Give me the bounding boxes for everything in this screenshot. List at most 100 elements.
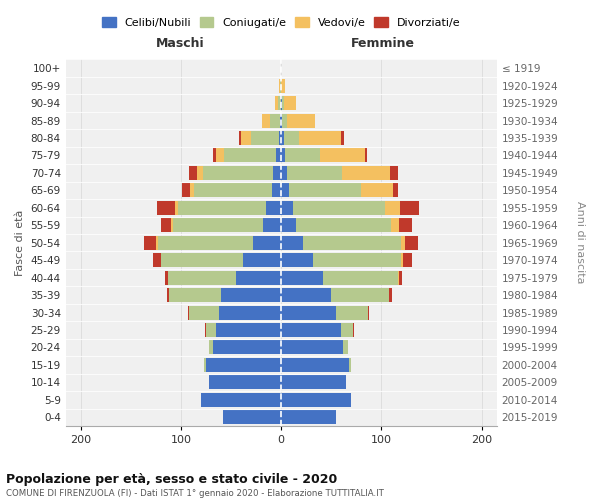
Bar [275, 96, 278, 110]
Bar [216, 148, 224, 162]
Bar [209, 340, 213, 354]
Bar [281, 166, 287, 180]
Bar [241, 131, 251, 145]
Bar [189, 166, 197, 180]
Bar [401, 236, 406, 250]
Bar [349, 358, 352, 372]
Bar [287, 166, 343, 180]
Text: Femmine: Femmine [350, 37, 415, 50]
Bar [365, 148, 367, 162]
Bar [296, 218, 391, 232]
Bar [303, 236, 401, 250]
Bar [323, 270, 398, 284]
Bar [169, 288, 221, 302]
Bar [401, 253, 403, 267]
Bar [203, 166, 273, 180]
Bar [161, 253, 243, 267]
Bar [153, 253, 161, 267]
Bar [337, 306, 368, 320]
Bar [385, 201, 400, 215]
Bar [280, 114, 281, 128]
Bar [221, 288, 281, 302]
Bar [281, 306, 337, 320]
Bar [270, 114, 280, 128]
Bar [206, 323, 216, 337]
Bar [320, 148, 365, 162]
Bar [403, 253, 412, 267]
Bar [209, 376, 281, 390]
Bar [168, 270, 236, 284]
Bar [253, 236, 281, 250]
Y-axis label: Fasce di età: Fasce di età [15, 210, 25, 276]
Bar [239, 131, 241, 145]
Bar [281, 236, 303, 250]
Bar [281, 148, 285, 162]
Bar [273, 166, 281, 180]
Bar [189, 306, 219, 320]
Bar [281, 184, 289, 198]
Bar [281, 78, 285, 92]
Bar [398, 270, 400, 284]
Legend: Celibi/Nubili, Coniugati/e, Vedovi/e, Divorziati/e: Celibi/Nubili, Coniugati/e, Vedovi/e, Di… [103, 18, 460, 28]
Bar [281, 288, 331, 302]
Bar [188, 306, 189, 320]
Bar [236, 270, 281, 284]
Bar [243, 253, 281, 267]
Bar [144, 236, 156, 250]
Bar [284, 96, 296, 110]
Bar [285, 148, 320, 162]
Bar [289, 184, 361, 198]
Bar [262, 114, 270, 128]
Bar [165, 270, 168, 284]
Bar [400, 270, 403, 284]
Bar [281, 131, 284, 145]
Bar [281, 253, 313, 267]
Bar [394, 184, 398, 198]
Bar [313, 253, 401, 267]
Bar [282, 114, 287, 128]
Bar [276, 148, 281, 162]
Bar [171, 218, 173, 232]
Bar [251, 131, 279, 145]
Bar [279, 78, 280, 92]
Bar [400, 201, 419, 215]
Bar [157, 201, 175, 215]
Bar [282, 96, 284, 110]
Bar [263, 218, 281, 232]
Bar [293, 201, 385, 215]
Y-axis label: Anni di nascita: Anni di nascita [575, 202, 585, 284]
Bar [281, 358, 349, 372]
Bar [280, 78, 281, 92]
Bar [205, 323, 206, 337]
Bar [391, 166, 398, 180]
Bar [287, 114, 315, 128]
Text: Maschi: Maschi [155, 37, 204, 50]
Bar [158, 236, 253, 250]
Bar [281, 340, 343, 354]
Bar [156, 236, 158, 250]
Bar [178, 201, 266, 215]
Bar [281, 114, 282, 128]
Bar [284, 131, 299, 145]
Bar [266, 201, 281, 215]
Bar [389, 288, 392, 302]
Bar [173, 218, 263, 232]
Bar [400, 218, 412, 232]
Bar [343, 166, 391, 180]
Bar [204, 358, 206, 372]
Bar [272, 184, 281, 198]
Bar [368, 306, 370, 320]
Bar [213, 148, 216, 162]
Bar [224, 148, 276, 162]
Bar [175, 201, 178, 215]
Bar [391, 218, 400, 232]
Bar [279, 131, 281, 145]
Bar [190, 184, 194, 198]
Bar [213, 340, 281, 354]
Bar [182, 184, 190, 198]
Bar [201, 393, 281, 407]
Bar [281, 218, 296, 232]
Bar [406, 236, 418, 250]
Bar [206, 358, 281, 372]
Bar [281, 270, 323, 284]
